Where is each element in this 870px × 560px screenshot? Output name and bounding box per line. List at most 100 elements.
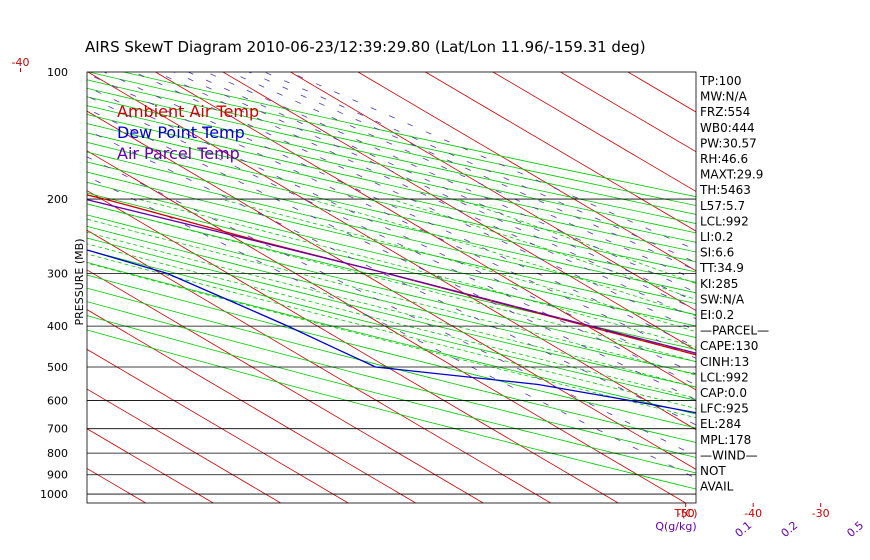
index-value: FRZ:554 <box>700 105 750 119</box>
pressure-tick-label: 800 <box>47 447 68 460</box>
chart-title: AIRS SkewT Diagram 2010-06-23/12:39:29.8… <box>85 38 646 56</box>
dry-adiabat-line <box>87 214 696 363</box>
legend-entry: Air Parcel Temp <box>117 144 240 163</box>
isotherm-line <box>87 348 349 503</box>
pressure-tick-label: 900 <box>47 469 68 482</box>
index-value: KI:285 <box>700 277 738 291</box>
index-value: AVAIL <box>700 480 734 494</box>
series-line <box>87 249 696 414</box>
mixing-ratio-line <box>188 72 696 303</box>
dry-adiabat-line <box>87 171 696 316</box>
index-value: NOT <box>700 464 726 478</box>
mixing-ratio-line <box>173 72 696 310</box>
index-value: —WIND— <box>700 448 758 462</box>
dry-adiabat-line <box>87 261 696 415</box>
dry-adiabat-line <box>87 329 696 490</box>
dry-adiabat-line <box>87 203 696 350</box>
moist-adiabat-line <box>457 198 696 284</box>
bottom-temp-label: -50 <box>677 507 695 520</box>
index-value: PW:30.57 <box>700 136 757 150</box>
isotherm-line <box>222 72 696 351</box>
index-value: MAXT:29.9 <box>700 168 763 182</box>
dry-adiabat-line <box>87 161 696 305</box>
background-lines <box>0 72 696 503</box>
index-value: CAPE:130 <box>700 339 758 353</box>
index-value: —PARCEL— <box>700 324 769 338</box>
isotherm-line <box>290 72 696 311</box>
legend: Ambient Air Temp Dew Point Temp Air Parcel… <box>117 102 259 163</box>
bottom-temp-unit: T(C) <box>674 507 698 520</box>
bottom-temp-label: -40 <box>744 507 762 520</box>
index-value: SW:N/A <box>700 292 745 306</box>
mixing-ratio-line <box>87 86 696 375</box>
index-value: LI:0.2 <box>700 230 733 244</box>
isotherm-line <box>87 229 551 503</box>
pressure-tick-label: 1000 <box>40 488 68 501</box>
isotherm-line <box>560 72 696 153</box>
dry-adiabat-line <box>87 151 696 294</box>
index-value: MW:N/A <box>700 90 748 104</box>
dry-adiabat-line <box>87 123 696 263</box>
dry-adiabat-line <box>87 249 696 401</box>
dry-adiabat-line <box>87 132 696 273</box>
legend-entry: Dew Point Temp <box>117 123 245 142</box>
mixing-ratio-line <box>156 72 696 320</box>
isotherm-line <box>155 72 696 391</box>
index-value: LCL:992 <box>700 214 749 228</box>
isotherm-line <box>0 72 78 503</box>
mixing-ratio-line <box>87 175 696 479</box>
dry-adiabat-line <box>87 225 696 375</box>
mixing-ratio-unit: Q(g/kg) <box>655 520 696 533</box>
pressure-tick-label: 100 <box>47 66 68 79</box>
y-axis-label: PRESSURE (MB) <box>73 239 86 326</box>
pressure-tick-label: 600 <box>47 394 68 407</box>
moist-adiabat-line <box>87 218 696 376</box>
index-value: EL:284 <box>700 417 741 431</box>
isotherm-line <box>87 190 619 503</box>
series-line <box>87 199 696 354</box>
mixing-ratio-line <box>87 129 696 426</box>
isotherm-line <box>492 72 696 192</box>
mixing-ratio-label: 0.1 <box>733 519 755 540</box>
index-value: EI:0.2 <box>700 308 734 322</box>
isotherm-line <box>87 110 696 470</box>
isotherm-line <box>0 72 11 503</box>
pressure-tick-label: 400 <box>47 320 68 333</box>
index-value: TT:34.9 <box>699 261 744 275</box>
dry-adiabat-line <box>87 141 696 283</box>
index-value: CINH:13 <box>700 355 749 369</box>
dry-adiabat-line <box>87 181 696 327</box>
mixing-ratio-label: 0.2 <box>779 519 801 540</box>
index-value: TH:5463 <box>699 183 751 197</box>
dry-adiabat-line <box>87 287 696 443</box>
mixing-ratio-line <box>87 95 696 386</box>
isotherm-line <box>87 388 281 503</box>
pressure-tick-label: 200 <box>47 193 68 206</box>
legend-entry: Ambient Air Temp <box>117 102 259 121</box>
moist-adiabat-line <box>390 198 696 300</box>
index-value: L57:5.7 <box>700 199 745 213</box>
mixing-ratio-line <box>248 72 696 271</box>
index-value: CAP:0.0 <box>700 386 747 400</box>
index-value: WB0:444 <box>700 121 755 135</box>
mixing-ratio-line <box>87 156 696 457</box>
pressure-tick-label: 300 <box>47 267 68 280</box>
isotherm-line <box>87 150 686 503</box>
pressure-tick-label: 500 <box>47 361 68 374</box>
index-value: LFC:925 <box>700 402 749 416</box>
isobar-lines: 100 200 300 400 500 600 700 800 900 1000 <box>40 66 696 501</box>
moist-adiabat-line <box>87 231 696 388</box>
plot-frame <box>86 71 697 504</box>
dry-adiabat-line <box>87 274 696 429</box>
mixing-ratio-line <box>229 72 696 281</box>
sounding-traces <box>87 194 696 414</box>
index-value: LCL:992 <box>700 370 749 384</box>
top-temp-label: -40 <box>12 56 30 69</box>
moist-adiabat-line <box>87 262 696 419</box>
dry-adiabat-line <box>87 301 696 458</box>
moist-adiabat-line <box>309 198 696 317</box>
bottom-temp-label: -30 <box>812 507 830 520</box>
isotherm-line <box>87 428 214 503</box>
